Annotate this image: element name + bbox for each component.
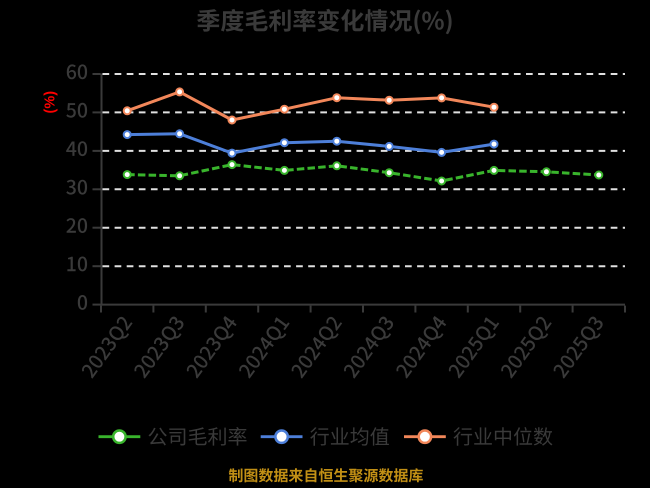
svg-text:(%): (%): [43, 91, 59, 114]
